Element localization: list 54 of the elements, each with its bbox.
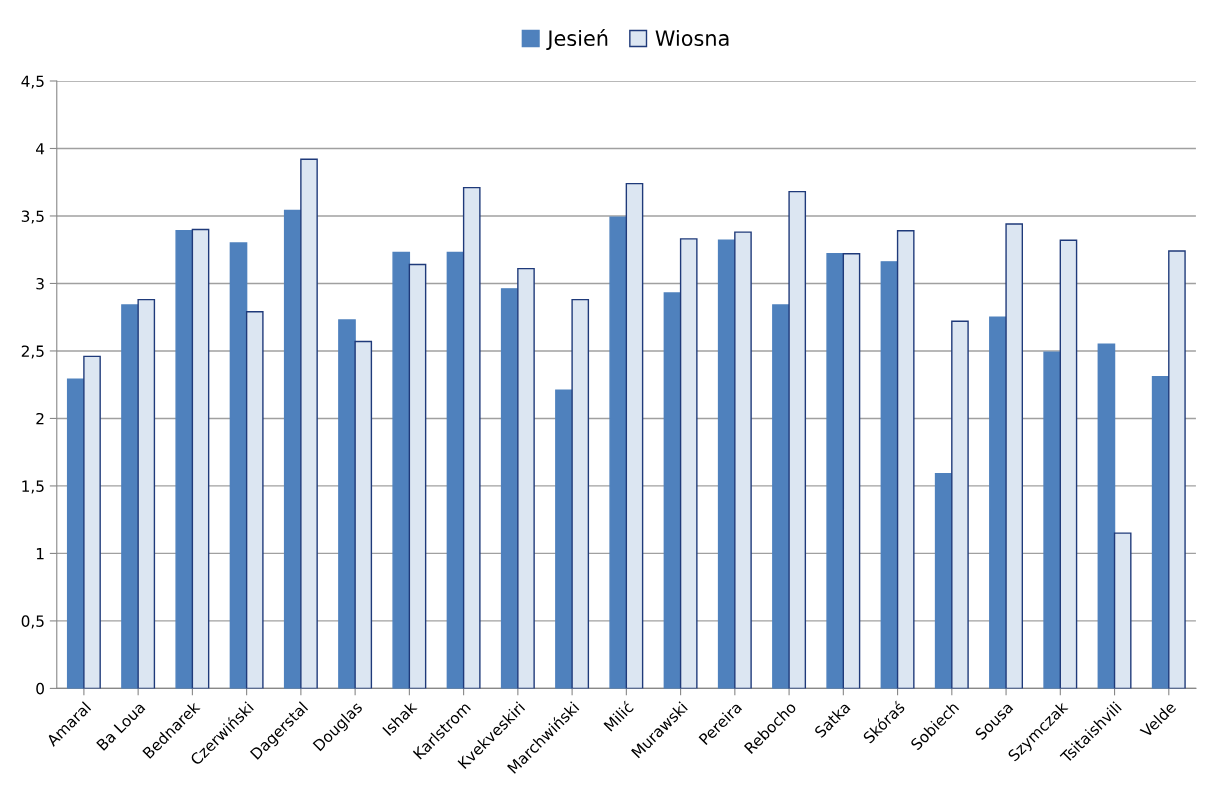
bar	[788, 190, 807, 689]
bar	[1151, 375, 1170, 689]
bar	[1113, 532, 1132, 689]
y-tick-label: 4,5	[21, 75, 44, 89]
bar	[392, 251, 411, 689]
bar	[609, 216, 628, 689]
y-tick-label: 1,5	[22, 480, 44, 494]
bar	[1097, 343, 1116, 689]
bar	[989, 316, 1007, 689]
bar	[951, 320, 969, 689]
y-tick-label: 1	[36, 548, 44, 560]
bar	[734, 231, 752, 689]
bar	[717, 239, 736, 689]
bar	[338, 319, 356, 689]
y-tick-label: 3,5	[21, 210, 44, 224]
bar	[229, 242, 248, 689]
bar	[1005, 223, 1024, 689]
y-tick-label: 4	[36, 143, 45, 155]
bar	[408, 263, 427, 689]
bar	[354, 340, 373, 689]
bar	[500, 288, 519, 689]
y-tick-label: 2	[36, 412, 44, 425]
bar	[300, 158, 318, 689]
bar	[571, 298, 590, 689]
bar	[245, 311, 264, 689]
bar	[625, 182, 644, 689]
bar	[446, 251, 465, 689]
bar	[175, 230, 194, 689]
bar	[1059, 239, 1078, 689]
bar	[880, 261, 899, 689]
bar	[772, 304, 790, 689]
bar	[462, 186, 481, 689]
y-tick-label: 3	[36, 277, 44, 290]
bar	[663, 292, 682, 689]
bar	[1168, 250, 1186, 689]
bar	[826, 253, 845, 689]
y-tick-label: 0,5	[21, 615, 44, 629]
bar	[842, 253, 861, 689]
bar	[66, 378, 85, 689]
bar	[137, 298, 156, 689]
y-tick-label: 2,5	[21, 345, 44, 359]
bar	[679, 238, 698, 689]
bar	[555, 389, 573, 689]
bar	[121, 304, 139, 689]
legend-label: Jesień	[546, 29, 608, 50]
bar	[517, 267, 535, 689]
y-tick-label: 0	[36, 682, 44, 695]
bar	[934, 473, 953, 689]
bar	[896, 230, 915, 689]
legend-label: Wiosna	[655, 29, 729, 47]
bar	[191, 228, 210, 689]
bar	[283, 209, 302, 689]
bar	[1043, 351, 1062, 689]
bar	[83, 355, 101, 689]
